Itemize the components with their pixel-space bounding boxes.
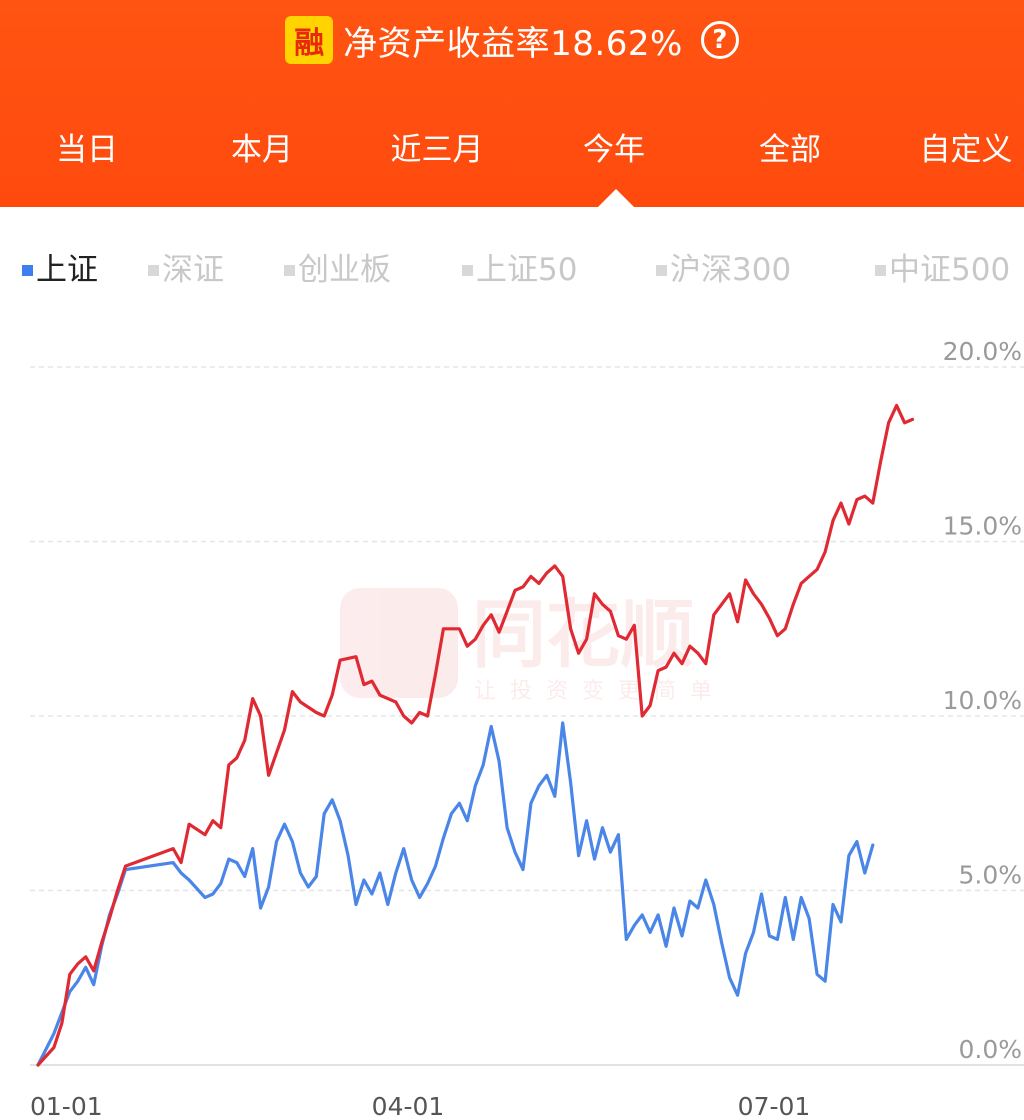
series-layer (36, 403, 915, 1067)
index-label: 上证 (36, 252, 98, 288)
x-tick-label: 04-01 (372, 1092, 445, 1120)
index-label: 创业板 (298, 252, 391, 288)
series-line-index (36, 721, 875, 1067)
tab-this-month[interactable]: 本月 (231, 132, 293, 168)
y-tick-label: 15.0% (943, 512, 1022, 541)
watermark-text: 同花顺 (472, 592, 694, 678)
x-tick-label: 07-01 (738, 1092, 811, 1120)
y-tick-label: 0.0% (958, 1035, 1022, 1064)
tab-three-months[interactable]: 近三月 (390, 132, 484, 168)
index-label: 中证500 (889, 252, 1011, 288)
legend-square (284, 264, 295, 276)
tab-today[interactable]: 当日 (56, 132, 118, 168)
watermark-logo (340, 588, 458, 698)
legend-square (148, 264, 159, 276)
x-axis-labels: 01-01 04-01 07-01 (30, 1092, 810, 1120)
tab-all[interactable]: 全部 (759, 132, 821, 168)
index-csi300[interactable]: 沪深300 (656, 240, 791, 300)
index-shenzhen[interactable]: 深证 (148, 240, 224, 300)
y-tick-label: 5.0% (958, 861, 1022, 890)
tab-this-year[interactable]: 今年 (583, 132, 645, 168)
return-chart: 同花顺 让投资变更简单 20.0% 15.0% 10.0% 5.0% 0.0% 01-0… (30, 337, 1024, 1120)
selected-tab-indicator (598, 189, 634, 207)
header-bar: 融 净资产收益率18.62% ? 当日 本月 近三月 今年 全部 自定义 (0, 0, 1024, 207)
legend-square (462, 264, 473, 276)
legend-square (875, 264, 886, 276)
index-csi500[interactable]: 中证500 (875, 240, 1010, 300)
legend-square (22, 264, 33, 276)
grid-lines (30, 366, 1024, 1066)
y-axis-labels: 20.0% 15.0% 10.0% 5.0% 0.0% (943, 337, 1022, 1064)
series-line-portfolio (36, 403, 915, 1067)
index-sse50[interactable]: 上证50 (462, 240, 577, 300)
index-label: 沪深300 (670, 252, 792, 288)
index-label: 上证50 (476, 252, 578, 288)
index-chinext[interactable]: 创业板 (284, 240, 391, 300)
y-tick-label: 10.0% (943, 686, 1022, 715)
tab-custom[interactable]: 自定义 (919, 132, 1013, 168)
y-tick-label: 20.0% (943, 337, 1022, 366)
index-label: 深证 (162, 252, 224, 288)
page-title: 净资产收益率18.62% (343, 23, 683, 64)
title-row: 融 净资产收益率18.62% ? (0, 12, 1024, 68)
question-circle-icon[interactable]: ? (700, 21, 739, 59)
rong-badge: 融 (285, 16, 334, 64)
period-tabs: 当日 本月 近三月 今年 全部 自定义 (0, 118, 1024, 182)
legend-square (656, 264, 667, 276)
index-selector: 上证 深证 创业板 上证50 沪深300 中证500 (0, 240, 1024, 300)
x-tick-label: 01-01 (30, 1092, 103, 1120)
watermark-slogan: 让投资变更简单 (474, 679, 726, 704)
watermark: 同花顺 让投资变更简单 (340, 588, 726, 704)
index-shanghai[interactable]: 上证 (22, 240, 98, 300)
